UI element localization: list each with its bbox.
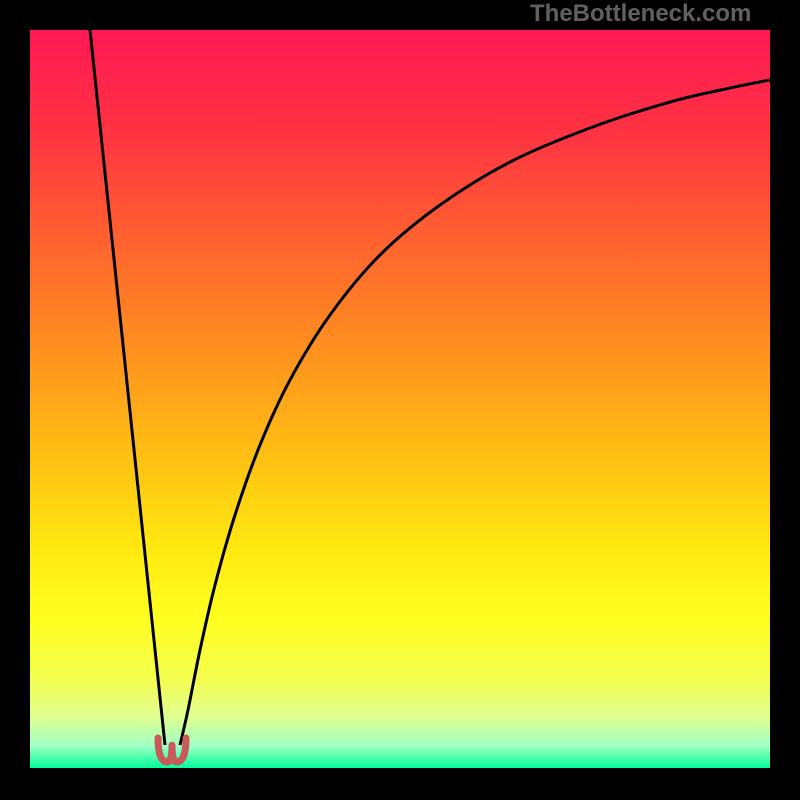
plot-svg bbox=[30, 30, 770, 768]
gradient-background bbox=[30, 30, 770, 768]
plot-area bbox=[30, 30, 770, 768]
attribution-watermark: TheBottleneck.com bbox=[530, 0, 751, 28]
chart-frame: TheBottleneck.com bbox=[0, 0, 800, 800]
